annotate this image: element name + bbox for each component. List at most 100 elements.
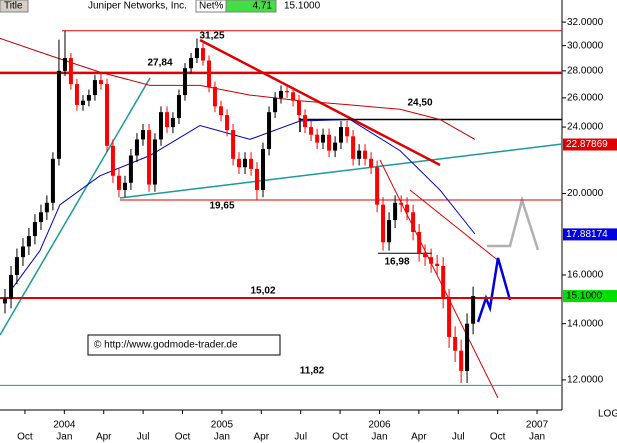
candle-body xyxy=(123,182,128,190)
candle-body xyxy=(26,236,31,247)
candle-body xyxy=(285,90,290,93)
last-price: 15.1000 xyxy=(284,1,321,12)
candle-body xyxy=(411,212,416,233)
y-tick-label: 32.0000 xyxy=(567,17,604,28)
candle-body xyxy=(236,158,241,168)
y-tick-label: 12.0000 xyxy=(567,375,604,386)
candle-body xyxy=(176,95,181,119)
x-tick-label: Oct xyxy=(17,432,33,443)
price-label-box xyxy=(563,228,617,241)
candle-body xyxy=(14,257,19,275)
candle-body xyxy=(56,70,61,159)
candle-body xyxy=(405,204,410,213)
net-value: 4.71 xyxy=(253,1,273,12)
candle-body xyxy=(201,48,206,61)
candle-body xyxy=(128,155,133,183)
level-label: 19,65 xyxy=(209,201,234,212)
candle-body xyxy=(80,100,85,105)
candle-body xyxy=(231,130,236,159)
candle-body xyxy=(435,263,440,266)
y-tick-label: 28.0000 xyxy=(567,65,604,76)
year-label: 2004 xyxy=(53,420,76,431)
candle-body xyxy=(183,68,188,96)
candle-body xyxy=(453,336,458,351)
candle-body xyxy=(105,84,110,146)
year-label: 2005 xyxy=(211,420,234,431)
trend-line xyxy=(119,143,563,199)
projection-arrow xyxy=(476,257,512,323)
candle-body xyxy=(393,202,398,221)
level-label: 16,98 xyxy=(384,257,409,268)
stock-name: Juniper Networks, Inc. xyxy=(88,1,187,12)
copyright-box xyxy=(87,334,281,356)
candle-body xyxy=(357,150,362,159)
candle-body xyxy=(32,222,37,237)
trend-line xyxy=(0,77,151,336)
candle-body xyxy=(9,274,14,299)
title-tag-box xyxy=(0,0,29,13)
y-tick-label: 20.0000 xyxy=(567,188,604,199)
candle-body xyxy=(189,58,194,69)
candle-body xyxy=(291,92,296,101)
candle-body xyxy=(261,148,266,190)
candle-body xyxy=(423,252,428,258)
candle-body xyxy=(62,58,67,71)
price-label-box xyxy=(563,138,617,151)
level-label: 27,84 xyxy=(147,58,172,69)
price-label: 22.87869 xyxy=(566,139,608,150)
y-tick-label: 30.0000 xyxy=(567,40,604,51)
candle-body xyxy=(38,212,43,223)
x-tick-label: Jan xyxy=(56,432,72,443)
level-label: 11,82 xyxy=(300,366,325,377)
candle-body xyxy=(20,246,25,258)
candle-body xyxy=(2,298,7,304)
candle-body xyxy=(315,134,320,143)
x-tick-label: Apr xyxy=(411,432,427,443)
candle-body xyxy=(254,168,259,190)
candle-body xyxy=(249,158,254,169)
candle-body xyxy=(459,350,464,371)
level-label: 31,25 xyxy=(199,31,224,42)
net-value-box xyxy=(225,0,277,13)
candle-body xyxy=(74,84,79,105)
net-label: Net% xyxy=(199,1,224,12)
candle-body xyxy=(303,115,308,128)
candle-body xyxy=(273,97,278,113)
moving-average xyxy=(9,118,476,292)
candle-body xyxy=(212,86,217,107)
x-tick-label: Jul xyxy=(294,432,307,443)
candle-body xyxy=(147,130,152,185)
y-tick-label: 26.0000 xyxy=(567,93,604,104)
y-tick-label: 16.0000 xyxy=(567,270,604,281)
candle-body xyxy=(321,134,326,143)
candle-body xyxy=(152,139,157,185)
level-label: 15,02 xyxy=(250,286,275,297)
x-tick-label: Oct xyxy=(175,432,191,443)
candle-body xyxy=(267,112,272,149)
candle-body xyxy=(369,158,374,168)
x-tick-label: Oct xyxy=(332,432,348,443)
candle-body xyxy=(327,134,332,151)
scale-note: LOG xyxy=(598,409,617,420)
candle-body xyxy=(50,158,55,203)
level-label: 24,50 xyxy=(407,98,432,109)
trend-line xyxy=(409,189,501,263)
candle-body xyxy=(225,115,230,131)
candle-body xyxy=(381,204,386,243)
candle-body xyxy=(339,127,344,143)
candle-body xyxy=(309,127,314,135)
price-label: 15.1000 xyxy=(566,291,603,302)
candle-body xyxy=(158,112,163,140)
candle-body xyxy=(194,48,199,59)
candle-body xyxy=(333,142,338,151)
x-tick-label: Jan xyxy=(214,432,230,443)
price-label: 17.88174 xyxy=(566,229,608,240)
candle-body xyxy=(471,296,476,324)
candle-body xyxy=(243,158,248,168)
candle-body xyxy=(345,127,350,137)
candle-body xyxy=(363,150,368,159)
x-tick-label: Jul xyxy=(452,432,465,443)
x-tick-label: Jan xyxy=(529,432,545,443)
x-tick-label: Oct xyxy=(490,432,506,443)
